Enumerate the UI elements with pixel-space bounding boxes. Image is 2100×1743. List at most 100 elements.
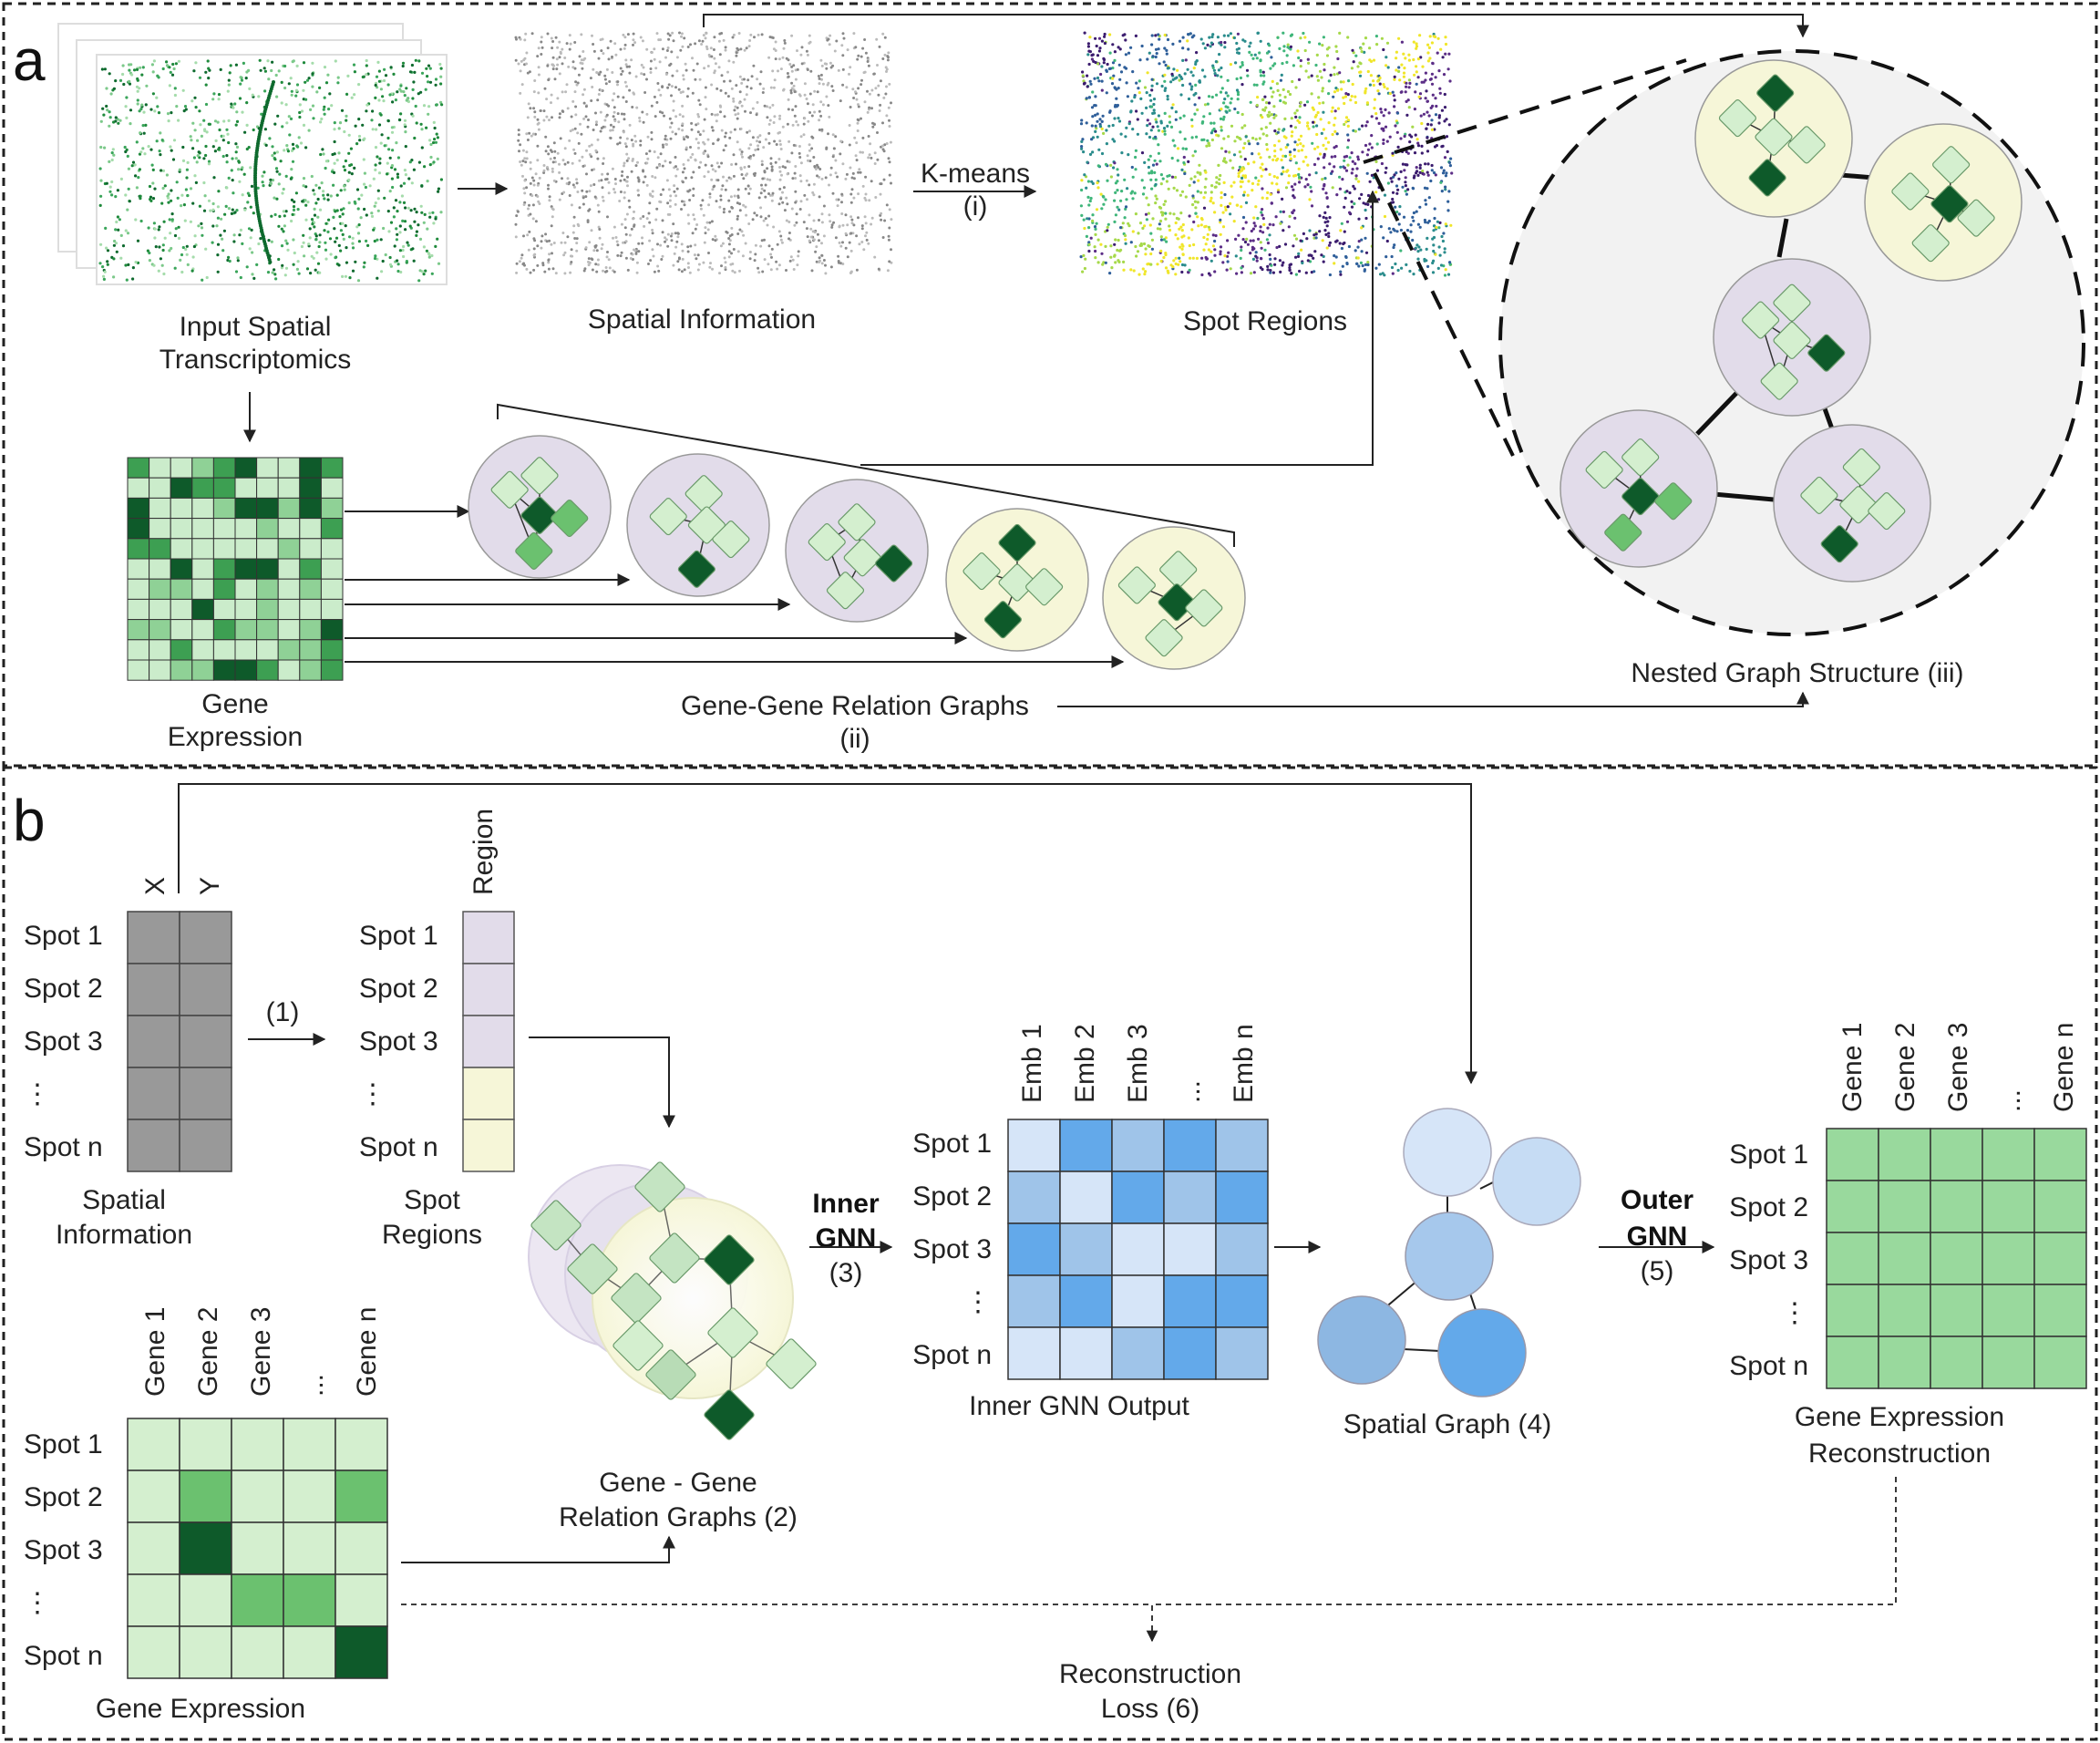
reconstruction-loss-label-2: Loss (6) [1101,1694,1199,1724]
spatial-graph [1317,1108,1581,1397]
inner-gnn-output-table [1007,1119,1269,1380]
gene-gene-relation-graphs-a [468,435,1246,670]
spot-regions-label-1: Spot [404,1185,460,1215]
spot-row-label: Spot 2 [912,1181,992,1212]
gene-node-icon [1800,476,1838,514]
column-header: Gene 3 [1943,1023,1973,1112]
gene-node-icon [649,498,687,536]
gene-node-icon [1718,99,1757,138]
gene-node-icon [983,601,1022,639]
gene-node-icon [1842,448,1880,486]
gene-node-icon [1932,146,1971,184]
spot-regions-table [462,911,515,1172]
spatial-node [1403,1108,1492,1197]
spot-row-label: Spot 1 [912,1129,992,1159]
gene-node-icon [677,550,715,588]
spot-row-label: Spot 2 [1729,1192,1808,1222]
gene-node-icon [490,470,529,509]
column-header: Emb n [1229,1024,1259,1103]
gene-expression-table-b [127,1418,388,1679]
column-header: Gene 2 [193,1307,223,1397]
column-header: Gene n [352,1307,382,1397]
spot-regions-label-2: Regions [382,1220,482,1250]
col-x-header: X [140,877,170,895]
gene-node-icon [1787,126,1826,164]
kmeans-step: (i) [963,191,988,222]
spatial-information-table [127,911,232,1172]
gene-node-icon [1748,159,1786,197]
gene-node-icon [808,523,846,562]
column-header: ... [1176,1080,1206,1103]
input-st-label-1: Input Spatial [180,312,332,342]
spot-row-label: Spot n [24,1641,103,1671]
spatial-node [1405,1212,1494,1301]
gene-node-icon [1930,185,1969,223]
gene-node-icon [1760,362,1798,400]
spatial-info-label-1: Spatial [82,1185,166,1215]
gene-graph [1102,526,1246,670]
spot-row-label: Spot 3 [1729,1245,1808,1275]
gene-node-icon [1773,321,1811,359]
column-header: Gene 1 [140,1307,170,1397]
nested-graph-structure [1498,49,2085,636]
gene-gene-graphs-label: Gene-Gene Relation Graphs [681,691,1029,721]
spot-row-label: ⋮ [24,1588,51,1618]
gene-node-icon [1621,478,1660,516]
gene-gene-relation-graphs-b [528,1161,817,1440]
inner-gnn-label-2: GNN [816,1223,877,1253]
gene-graph [1694,59,1853,218]
inner-gnn-output-label: Inner GNN Output [969,1391,1189,1421]
gene-node-icon [611,1273,662,1324]
gene-node-icon [612,1320,664,1371]
gene-node-icon [1756,74,1795,112]
gene-graph [468,435,612,579]
gene-node-icon [843,539,881,577]
gene-node-icon [520,457,559,495]
gene-node-icon [634,1161,685,1212]
gene-graph [785,479,929,623]
gene-node-icon [1820,525,1858,563]
nested-graph-label: Nested Graph Structure (iii) [1631,658,1963,688]
spot-row-label: Spot 3 [24,1535,103,1565]
column-header: Emb 1 [1017,1024,1047,1103]
column-header: Gene 1 [1838,1023,1868,1112]
input-st-label-2: Transcriptomics [160,345,352,375]
gene-node-icon [1025,568,1064,606]
gene-node-icon [645,1349,696,1400]
column-header: ... [1996,1089,2026,1112]
gene-node-icon [962,552,1001,591]
gene-node-icon [567,1243,618,1294]
spot-row-label: ⋮ [1781,1298,1808,1328]
gene-node-icon [1957,199,1995,237]
spot-regions-scatter [1079,31,1454,277]
gene-node-icon [998,563,1036,602]
kmeans-label: K-means [921,159,1030,189]
gene-node-icon [826,572,865,610]
col-region-header: Region [468,809,499,895]
column-header: Gene 2 [1890,1023,1920,1112]
gene-node-icon [530,1200,582,1251]
gene-node-icon [1604,513,1642,552]
spot-row-label: Spot 1 [359,921,438,951]
gene-node-icon [766,1338,817,1389]
gene-gene-graphs-step: (ii) [839,724,870,754]
gene-graph [1713,258,1871,417]
spot-row-label: Spot 3 [912,1234,992,1264]
gene-node-icon [1742,301,1780,339]
column-header: Gene n [2049,1023,2079,1112]
gene-expression-reconstruction-table [1826,1128,2087,1389]
column-header: ... [299,1374,329,1397]
gene-node-icon [1185,589,1223,627]
spot-row-label: ⋮ [24,1079,51,1109]
spot-row-label: ⋮ [964,1287,992,1317]
input-spatial-transcriptomics-stack [57,23,448,285]
column-header: Emb 2 [1070,1024,1100,1103]
panel-a-letter: a [13,27,46,93]
spatial-node [1437,1308,1527,1397]
gene-node-icon [875,544,913,583]
spot-row-label: Spot 1 [24,921,103,951]
gene-expression-label-1: Gene [201,689,268,719]
gene-node-icon [1868,492,1906,531]
outer-gnn-step: (5) [1641,1256,1674,1286]
